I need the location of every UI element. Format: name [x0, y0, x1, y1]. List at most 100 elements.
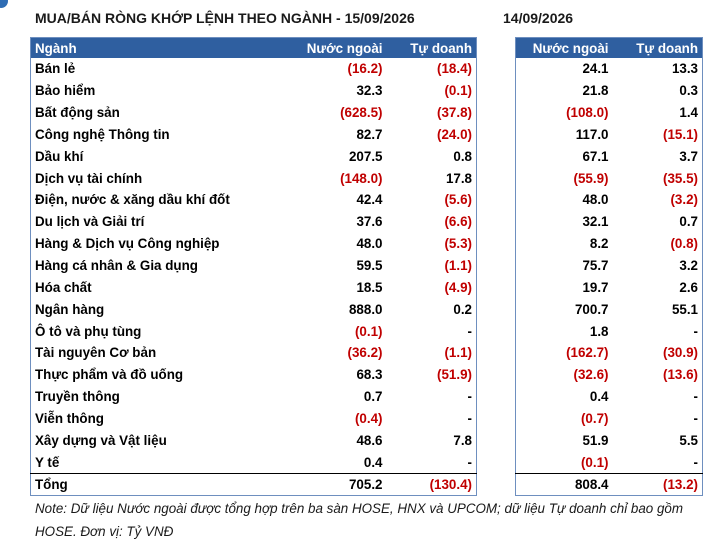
sector-name: Ô tô và phụ tùng — [35, 323, 142, 339]
foreign-net-value: 808.4 — [515, 473, 613, 496]
table-row: Du lịch và Giải trí 37.6 (6.6) — [31, 211, 477, 233]
page-title: MUA/BÁN RÒNG KHỚP LỆNH THEO NGÀNH - 15/0… — [35, 10, 415, 26]
proprietary-net-value: (30.9) — [663, 345, 698, 361]
sector-name: Điện, nước & xăng dầu khí đốt — [35, 192, 230, 208]
sector-name: Truyền thông — [35, 389, 120, 405]
proprietary-net-value: - — [467, 323, 472, 339]
table-row: 24.1 13.3 — [516, 58, 703, 80]
proprietary-net-value: (13.2) — [612, 473, 703, 496]
column-header-proprietary: Tự doanh — [386, 37, 477, 58]
foreign-net-value: (0.1) — [354, 323, 383, 339]
table-row: Thực phẩm và đồ uống 68.3 (51.9) — [31, 364, 477, 386]
table-row: (0.1) - — [516, 451, 703, 473]
sector-name: Hàng cá nhân & Gia dụng — [35, 258, 198, 274]
proprietary-net-value: (5.3) — [444, 236, 472, 252]
table-row: Bảo hiểm 32.3 (0.1) — [31, 80, 477, 102]
table-row: 117.0 (15.1) — [516, 124, 703, 146]
foreign-net-value: 0.4 — [589, 389, 609, 405]
foreign-net-value: 32.3 — [356, 83, 383, 99]
foreign-net-value: 700.7 — [574, 301, 609, 317]
sector-name: Du lịch và Giải trí — [35, 214, 145, 230]
foreign-net-value: 21.8 — [582, 83, 609, 99]
sector-name: Tổng — [30, 473, 273, 496]
table-row: Bất động sản (628.5) (37.8) — [31, 102, 477, 124]
foreign-net-value: (0.7) — [580, 410, 609, 426]
sector-flow-table-previous: Nước ngoài Tự doanh 24.1 13.3 21.8 0.3 (108.… — [515, 37, 703, 497]
proprietary-net-value: (35.5) — [663, 170, 698, 186]
table-row: Điện, nước & xăng dầu khí đốt 42.4 (5.6) — [31, 189, 477, 211]
foreign-net-value: 705.2 — [272, 473, 387, 496]
proprietary-net-value: (37.8) — [437, 105, 472, 121]
proprietary-net-value: 7.8 — [453, 432, 472, 448]
total-row: Tổng 705.2 (130.4) — [30, 473, 477, 496]
foreign-net-value: 37.6 — [356, 214, 383, 230]
table-row: Ô tô và phụ tùng (0.1) - — [31, 320, 477, 342]
table-row: 0.4 - — [516, 386, 703, 408]
table-row: Ngân hàng 888.0 0.2 — [31, 298, 477, 320]
foreign-net-value: 68.3 — [356, 367, 383, 383]
sector-name: Thực phẩm và đồ uống — [35, 367, 184, 383]
previous-date-title: 14/09/2026 — [503, 10, 574, 26]
table-row: 1.8 - — [516, 320, 703, 342]
proprietary-net-value: (15.1) — [663, 126, 698, 142]
sector-name: Viễn thông — [35, 410, 104, 426]
foreign-net-value: 48.0 — [582, 192, 609, 208]
proprietary-net-value: 1.4 — [679, 105, 698, 121]
foreign-net-value: (162.7) — [566, 345, 609, 361]
proprietary-net-value: (1.1) — [444, 258, 472, 274]
table-row: 48.0 (3.2) — [516, 189, 703, 211]
table-row: 8.2 (0.8) — [516, 233, 703, 255]
column-header-foreign: Nước ngoài — [515, 37, 613, 58]
proprietary-net-value: (3.2) — [670, 192, 698, 208]
table-row: (0.7) - — [516, 408, 703, 430]
table-row: 75.7 3.2 — [516, 255, 703, 277]
foreign-net-value: 42.4 — [356, 192, 383, 208]
sector-name: Bán lẻ — [35, 61, 76, 77]
foreign-net-value: 19.7 — [582, 279, 609, 295]
proprietary-net-value: 3.2 — [679, 258, 698, 274]
proprietary-net-value: (5.6) — [444, 192, 472, 208]
footnote: Note: Dữ liệu Nước ngoài được tổng hợp t… — [35, 501, 684, 539]
proprietary-net-value: (51.9) — [437, 367, 472, 383]
foreign-net-value: (0.4) — [354, 410, 383, 426]
foreign-net-value: (0.1) — [580, 454, 609, 470]
proprietary-net-value: (130.4) — [386, 473, 477, 496]
table-row: Hóa chất 18.5 (4.9) — [31, 276, 477, 298]
foreign-net-value: 32.1 — [582, 214, 609, 230]
table-header-row: Nước ngoài Tự doanh — [515, 37, 703, 58]
proprietary-net-value: (4.9) — [444, 279, 472, 295]
brand-logo-icon — [0, 0, 8, 8]
foreign-net-value: (108.0) — [566, 105, 609, 121]
table-row: Tài nguyên Cơ bản (36.2) (1.1) — [31, 342, 477, 364]
total-row: 808.4 (13.2) — [515, 473, 703, 496]
foreign-net-value: 18.5 — [356, 279, 383, 295]
proprietary-net-value: (18.4) — [437, 61, 472, 77]
proprietary-net-value: (1.1) — [444, 345, 472, 361]
foreign-net-value: (55.9) — [573, 170, 609, 186]
sector-name: Tài nguyên Cơ bản — [35, 345, 157, 361]
table-row: 21.8 0.3 — [516, 80, 703, 102]
table-row: Dầu khí 207.5 0.8 — [31, 145, 477, 167]
table-row: Hàng & Dịch vụ Công nghiệp 48.0 (5.3) — [31, 233, 477, 255]
proprietary-net-value: 0.2 — [453, 301, 472, 317]
proprietary-net-value: (0.8) — [670, 236, 698, 252]
foreign-net-value: 48.6 — [356, 432, 383, 448]
sector-name: Dịch vụ tài chính — [35, 170, 143, 186]
column-header-foreign: Nước ngoài — [272, 37, 387, 58]
sector-name: Xây dựng và Vật liệu — [35, 432, 167, 448]
table-row: Truyền thông 0.7 - — [31, 386, 477, 408]
table-row: (108.0) 1.4 — [516, 102, 703, 124]
foreign-net-value: 24.1 — [582, 61, 609, 77]
proprietary-net-value: 5.5 — [679, 432, 698, 448]
foreign-net-value: 207.5 — [348, 148, 383, 164]
foreign-net-value: 59.5 — [356, 258, 383, 274]
table-row: Bán lẻ (16.2) (18.4) — [31, 58, 477, 80]
table-row: (32.6) (13.6) — [516, 364, 703, 386]
table-row: 19.7 2.6 — [516, 276, 703, 298]
sector-flow-table-current: Ngành Nước ngoài Tự doanh Bán lẻ (16.2) (1… — [30, 37, 477, 497]
sector-name: Ngân hàng — [35, 301, 105, 317]
table-row: (162.7) (30.9) — [516, 342, 703, 364]
proprietary-net-value: - — [693, 454, 698, 470]
table-row: Hàng cá nhân & Gia dụng 59.5 (1.1) — [31, 255, 477, 277]
proprietary-net-value: 3.7 — [679, 148, 698, 164]
